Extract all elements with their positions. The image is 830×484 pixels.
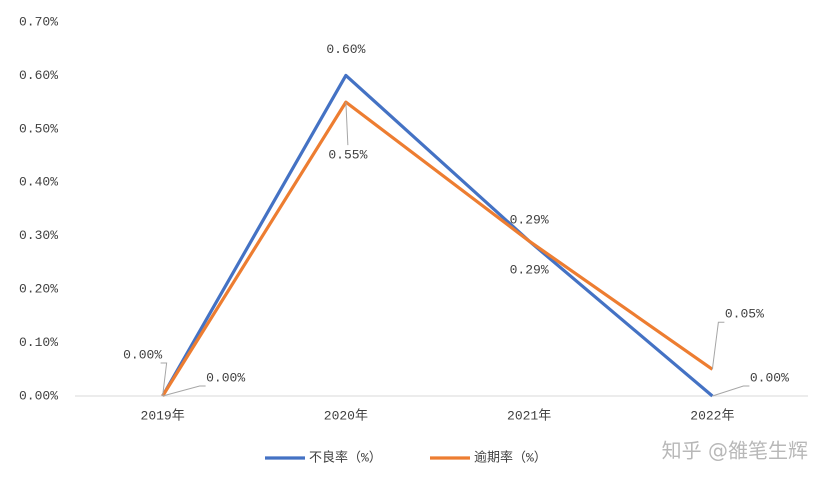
leader-line bbox=[162, 385, 206, 397]
data-label: 0.60% bbox=[326, 42, 365, 57]
legend-label: 逾期率（%） bbox=[474, 449, 547, 465]
data-label: 0.05% bbox=[725, 307, 764, 322]
series-line bbox=[161, 73, 714, 398]
x-tick-label: 2021年 bbox=[507, 408, 551, 423]
series-line bbox=[161, 100, 714, 397]
data-label: 0.29% bbox=[510, 262, 549, 277]
y-tick-label: 0.40% bbox=[19, 175, 58, 190]
data-label: 0.00% bbox=[123, 347, 162, 362]
watermark: 知乎 @雒笔生辉 bbox=[662, 439, 808, 463]
data-label: 0.00% bbox=[206, 370, 245, 385]
y-tick-label: 0.00% bbox=[19, 388, 58, 403]
leader-line bbox=[345, 102, 349, 146]
x-tick-label: 2020年 bbox=[324, 408, 368, 423]
leader-line bbox=[712, 385, 750, 397]
leader-line bbox=[160, 362, 168, 397]
y-tick-label: 0.10% bbox=[19, 335, 58, 350]
y-tick-label: 0.50% bbox=[19, 121, 58, 136]
data-label: 0.29% bbox=[510, 212, 549, 227]
legend-label: 不良率（%） bbox=[309, 449, 382, 465]
x-tick-label: 2022年 bbox=[690, 408, 734, 423]
data-label: 0.55% bbox=[328, 148, 367, 163]
y-tick-label: 0.70% bbox=[19, 14, 58, 29]
y-tick-label: 0.20% bbox=[19, 282, 58, 297]
y-tick-label: 0.30% bbox=[19, 228, 58, 243]
x-tick-label: 2019年 bbox=[141, 408, 185, 423]
y-tick-label: 0.60% bbox=[19, 68, 58, 83]
leader-line bbox=[711, 321, 725, 370]
data-label: 0.00% bbox=[750, 370, 789, 385]
